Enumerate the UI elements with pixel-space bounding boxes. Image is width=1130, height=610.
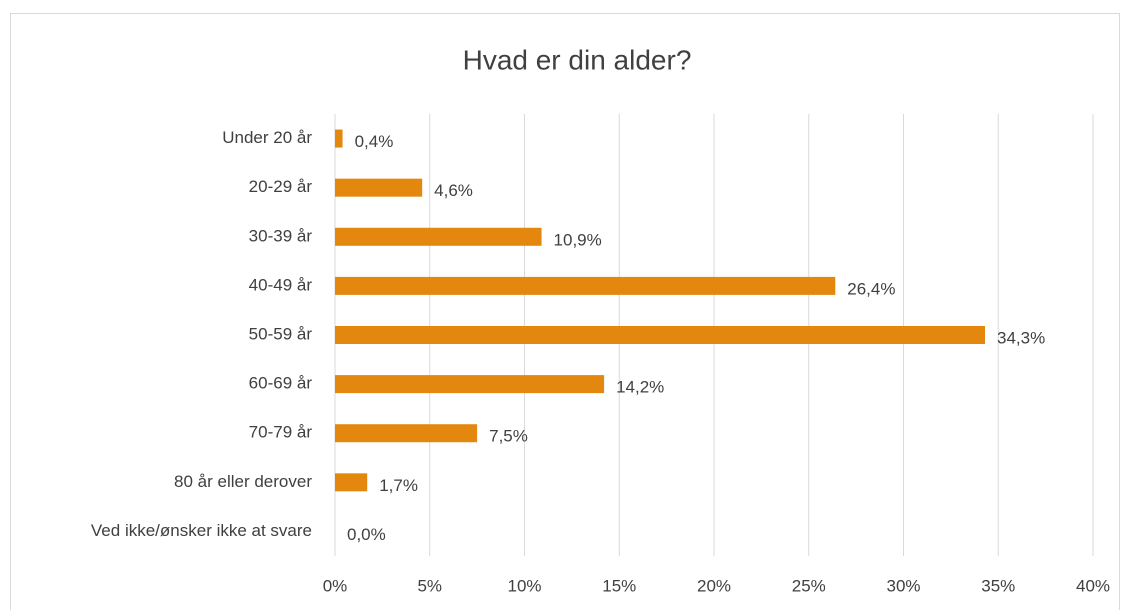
- y-tick-label: 70-79 år: [249, 423, 313, 442]
- x-tick-label: 35%: [981, 576, 1015, 595]
- bar: [335, 276, 836, 295]
- y-tick-label: 40-49 år: [249, 275, 313, 294]
- bar: [335, 326, 985, 344]
- bar: [335, 129, 343, 148]
- x-tick-label: 5%: [417, 576, 442, 595]
- x-tick-label: 30%: [886, 576, 920, 595]
- y-tick-label: Ved ikke/ønsker ikke at svare: [91, 521, 312, 540]
- x-tick-label: 40%: [1076, 576, 1110, 595]
- y-tick-label: Under 20 år: [222, 128, 312, 147]
- chart-frame: [10, 13, 1120, 610]
- bar: [335, 375, 605, 394]
- x-tick-label: 10%: [507, 576, 541, 595]
- value-label: 1,7%: [379, 476, 418, 495]
- y-tick-label: 20-29 år: [249, 177, 313, 196]
- value-label: 0,4%: [355, 132, 394, 151]
- value-label: 14,2%: [616, 378, 664, 397]
- y-tick-label: 80 år eller derover: [174, 472, 312, 491]
- x-tick-label: 15%: [602, 576, 636, 595]
- bar: [335, 227, 542, 246]
- x-tick-label: 0%: [323, 576, 348, 595]
- y-tick-label: 60-69 år: [249, 374, 313, 393]
- value-label: 34,3%: [997, 328, 1045, 347]
- x-tick-label: 20%: [697, 576, 731, 595]
- value-label: 4,6%: [434, 181, 473, 200]
- value-label: 7,5%: [489, 427, 528, 446]
- value-label: 10,9%: [554, 230, 602, 249]
- y-tick-label: 30-39 år: [249, 226, 313, 245]
- x-tick-label: 25%: [792, 576, 826, 595]
- bar: [335, 424, 478, 443]
- y-tick-label: 50-59 år: [249, 324, 313, 343]
- bar: [335, 178, 423, 197]
- bar: [335, 473, 368, 492]
- value-label: 0,0%: [347, 525, 386, 544]
- chart-title: Hvad er din alder?: [463, 44, 692, 75]
- value-label: 26,4%: [847, 279, 895, 298]
